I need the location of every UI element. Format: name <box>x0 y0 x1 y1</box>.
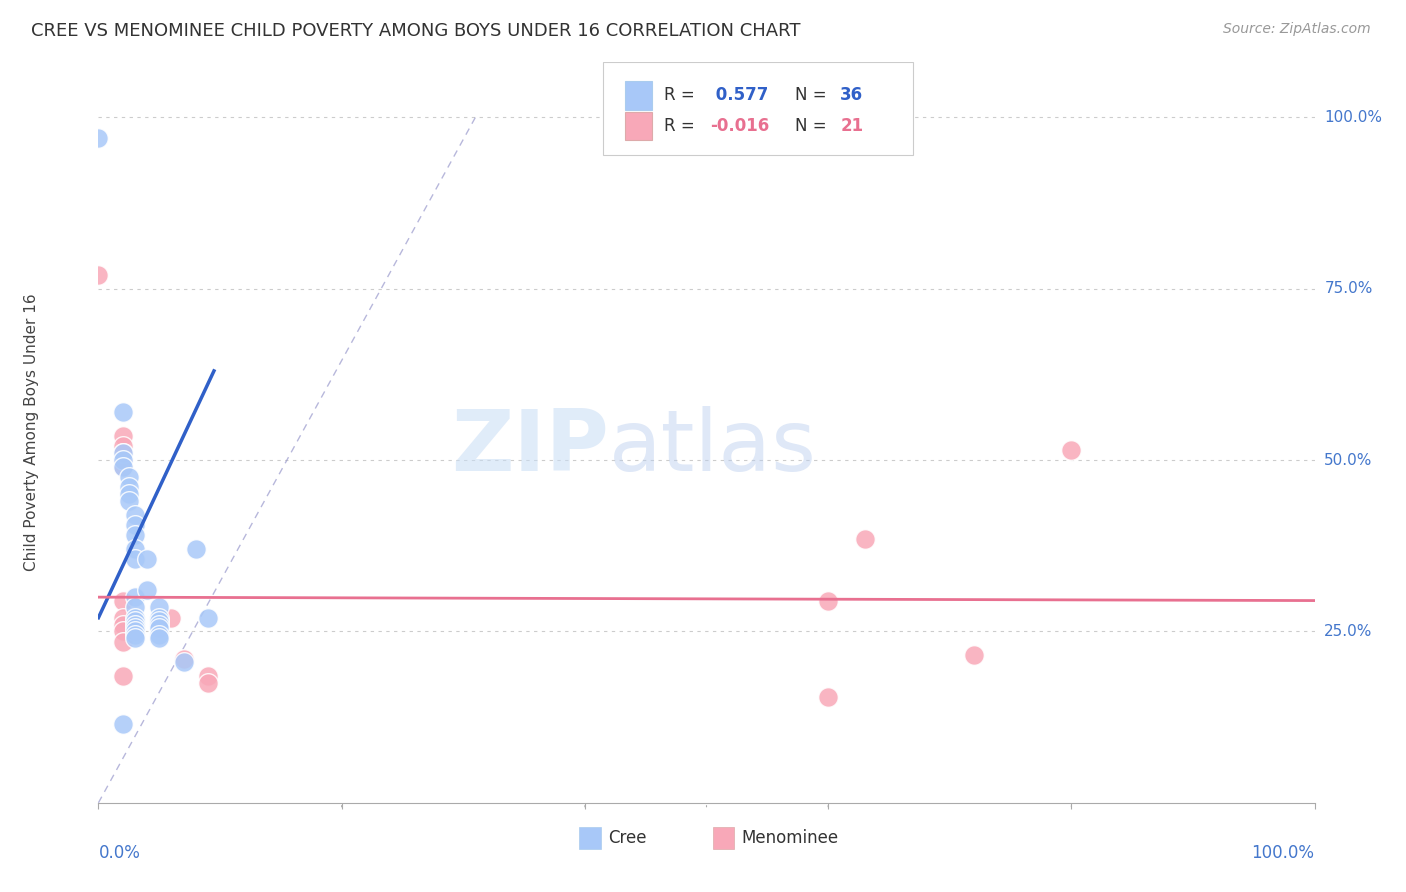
Text: -0.016: -0.016 <box>710 117 769 135</box>
Point <box>87 268 110 282</box>
FancyBboxPatch shape <box>603 62 914 155</box>
Point <box>148 628 170 642</box>
Point <box>124 518 146 533</box>
Point <box>148 632 170 646</box>
Point <box>124 628 146 642</box>
Point <box>111 610 134 624</box>
Text: atlas: atlas <box>609 406 817 489</box>
Text: N =: N = <box>796 117 832 135</box>
Point <box>111 717 134 731</box>
Point <box>197 669 219 683</box>
Point <box>111 593 134 607</box>
FancyBboxPatch shape <box>713 827 734 849</box>
Point <box>124 508 146 522</box>
Text: 0.0%: 0.0% <box>98 844 141 862</box>
Point <box>111 453 134 467</box>
Text: R =: R = <box>664 117 700 135</box>
Text: CREE VS MENOMINEE CHILD POVERTY AMONG BOYS UNDER 16 CORRELATION CHART: CREE VS MENOMINEE CHILD POVERTY AMONG BO… <box>31 22 800 40</box>
Point <box>124 552 146 566</box>
Point <box>963 648 986 663</box>
Point <box>124 624 146 639</box>
Point <box>111 446 134 460</box>
Point <box>160 610 183 624</box>
Text: 0.577: 0.577 <box>710 87 769 104</box>
Point <box>124 590 146 604</box>
Point <box>111 446 134 460</box>
Point <box>111 405 134 419</box>
Point <box>111 634 134 648</box>
Point <box>197 676 219 690</box>
Text: 21: 21 <box>841 117 863 135</box>
Point <box>197 610 219 624</box>
Point <box>124 610 146 624</box>
Point <box>1060 442 1083 457</box>
Point <box>124 614 146 628</box>
Point <box>817 593 839 607</box>
Text: 100.0%: 100.0% <box>1251 844 1315 862</box>
Text: Menominee: Menominee <box>742 830 839 847</box>
Point <box>111 439 134 453</box>
Point <box>148 614 170 628</box>
Point <box>111 459 134 474</box>
Text: 100.0%: 100.0% <box>1324 110 1382 125</box>
Point <box>124 542 146 557</box>
Point <box>118 487 141 501</box>
Point <box>817 690 839 704</box>
Point <box>853 532 876 546</box>
Text: Child Poverty Among Boys Under 16: Child Poverty Among Boys Under 16 <box>24 293 39 572</box>
Text: Source: ZipAtlas.com: Source: ZipAtlas.com <box>1223 22 1371 37</box>
Point <box>111 429 134 443</box>
Point <box>148 617 170 632</box>
Point <box>111 624 134 639</box>
Text: 36: 36 <box>841 87 863 104</box>
Point <box>148 621 170 635</box>
Point <box>124 528 146 542</box>
FancyBboxPatch shape <box>579 827 600 849</box>
Point <box>173 652 195 666</box>
Point <box>111 617 134 632</box>
Text: 50.0%: 50.0% <box>1324 452 1372 467</box>
Text: R =: R = <box>664 87 700 104</box>
Text: ZIP: ZIP <box>451 406 609 489</box>
Point <box>148 600 170 615</box>
FancyBboxPatch shape <box>626 81 652 110</box>
Point <box>148 610 170 624</box>
Point <box>118 494 141 508</box>
Point <box>111 669 134 683</box>
Point <box>87 131 110 145</box>
Point <box>118 470 141 484</box>
Point <box>111 453 134 467</box>
Point <box>118 480 141 494</box>
Point <box>136 583 159 598</box>
Point <box>173 655 195 669</box>
Point <box>124 632 146 646</box>
Text: 75.0%: 75.0% <box>1324 281 1372 296</box>
Text: N =: N = <box>796 87 832 104</box>
Text: 25.0%: 25.0% <box>1324 624 1372 639</box>
FancyBboxPatch shape <box>626 112 652 140</box>
Point <box>124 600 146 615</box>
Point <box>136 552 159 566</box>
Point <box>184 542 207 557</box>
Point <box>124 621 146 635</box>
Point <box>124 617 146 632</box>
Text: Cree: Cree <box>607 830 647 847</box>
Point <box>111 459 134 474</box>
